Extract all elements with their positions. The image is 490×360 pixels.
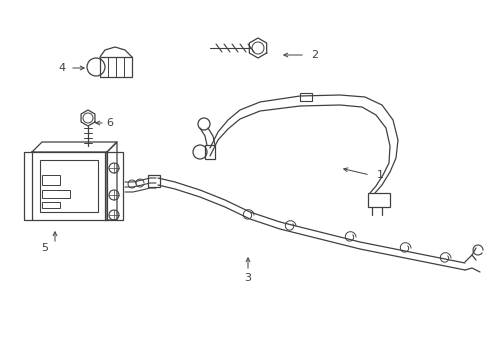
Bar	[32, 152, 107, 220]
Bar	[105, 152, 123, 220]
Bar	[205, 145, 215, 159]
Bar	[100, 57, 132, 77]
Text: 1: 1	[376, 170, 384, 180]
Bar	[368, 193, 390, 207]
Bar	[148, 175, 160, 187]
Bar	[40, 160, 98, 212]
Text: 5: 5	[42, 243, 49, 253]
Text: 2: 2	[312, 50, 318, 60]
Text: 3: 3	[245, 273, 251, 283]
Bar	[42, 190, 70, 198]
Bar	[300, 93, 312, 101]
Bar	[42, 202, 60, 208]
Text: 6: 6	[106, 118, 114, 128]
Bar	[42, 175, 60, 185]
Text: 4: 4	[58, 63, 66, 73]
